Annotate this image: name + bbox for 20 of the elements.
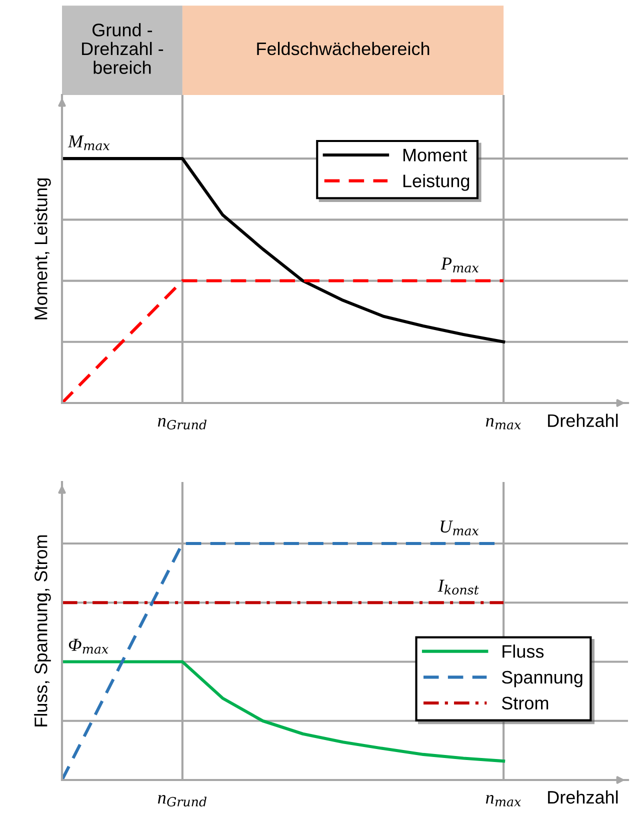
annotation: U$_{max}$	[440, 520, 479, 536]
x-tick-label: n$_{max}$	[486, 418, 521, 430]
annotation: Φ$_{max}$	[68, 638, 108, 654]
legend-label: Leistung	[403, 174, 470, 191]
legend-label: Strom	[502, 696, 548, 710]
y-axis-title: Fluss, Spannung, Strom	[34, 535, 51, 726]
legend-label: Moment	[403, 148, 468, 162]
annotation: P$_{max}$	[440, 258, 479, 272]
x-tick-label: n$_{Grund}$	[158, 794, 207, 806]
annotation: I$_{konst}$	[438, 580, 479, 595]
y-axis-title: Moment, Leistung	[34, 178, 51, 320]
text: Grund - Drehzahl - bereich	[82, 23, 164, 74]
annotation: M$_{max}$	[68, 135, 110, 150]
legend-label: Spannung	[502, 670, 582, 688]
x-axis-title: Drehzahl	[548, 790, 618, 804]
legend-label: Fluss	[502, 644, 544, 658]
x-tick-label: n$_{Grund}$	[158, 418, 207, 430]
x-axis-title: Drehzahl	[548, 414, 618, 428]
text: Feldschwächebereich	[257, 42, 430, 56]
x-tick-label: n$_{max}$	[486, 794, 521, 806]
